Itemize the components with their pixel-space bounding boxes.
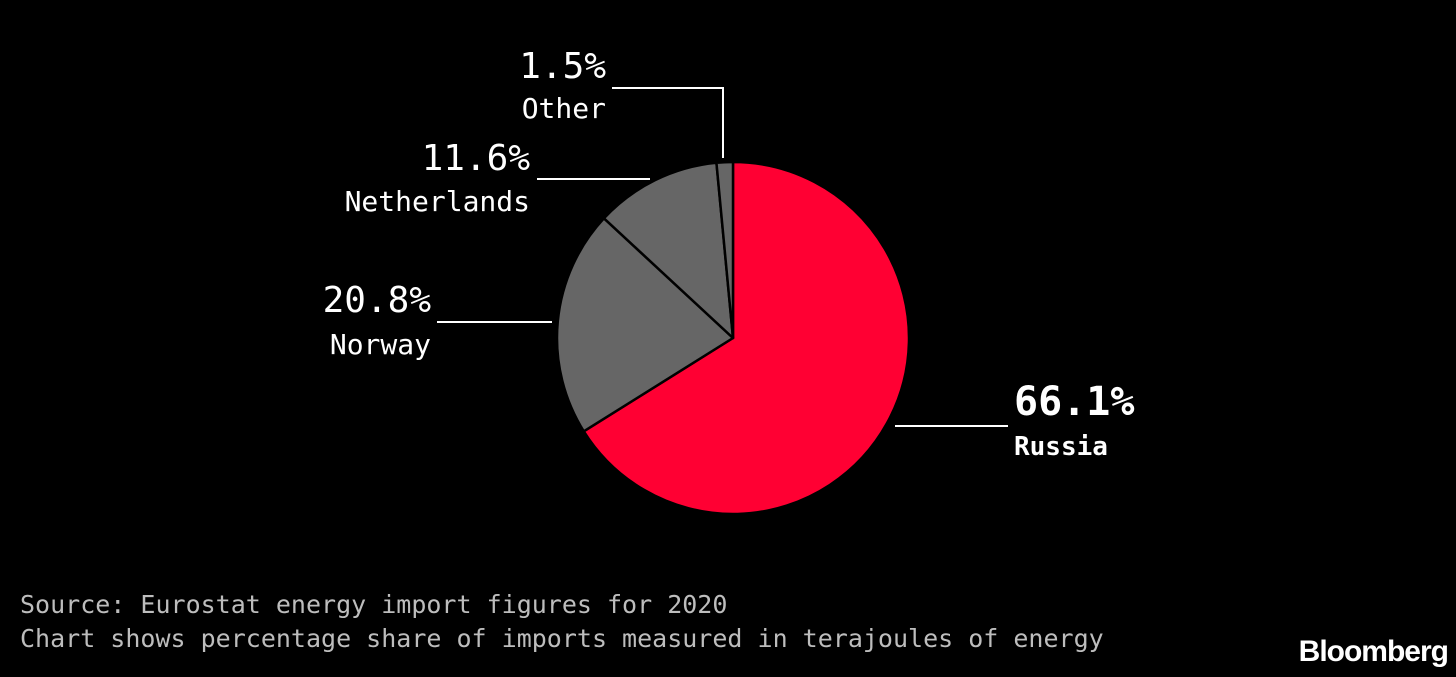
- slice-label-norway: Norway: [330, 328, 431, 361]
- slice-value-netherlands: 11.6%: [422, 138, 531, 179]
- slice-value-russia: 66.1%: [1014, 379, 1134, 425]
- pie-slice-norway: [555, 217, 735, 433]
- slice-labels: 66.1% Russia 20.8% Norway 11.6% Netherlands 1.…: [323, 46, 1135, 462]
- pie-slice-russia: [582, 160, 911, 516]
- slice-label-netherlands: Netherlands: [345, 185, 530, 218]
- chart-note: Chart shows percentage share of imports …: [20, 624, 1104, 653]
- slice-value-norway: 20.8%: [323, 280, 432, 321]
- slice-label-other: Other: [522, 92, 606, 125]
- leader-lines: [437, 87, 1008, 427]
- source-note: Source: Eurostat energy import figures f…: [20, 590, 728, 619]
- slice-value-other: 1.5%: [519, 46, 606, 87]
- leader-line-other: [612, 87, 724, 158]
- slice-label-russia: Russia: [1014, 432, 1108, 462]
- pie-slices: [555, 160, 911, 516]
- chart-footer: Source: Eurostat energy import figures f…: [20, 588, 1104, 656]
- pie-slice-other: [715, 160, 735, 340]
- bloomberg-logo: Bloomberg: [1298, 635, 1449, 668]
- pie-slice-netherlands: [602, 161, 735, 340]
